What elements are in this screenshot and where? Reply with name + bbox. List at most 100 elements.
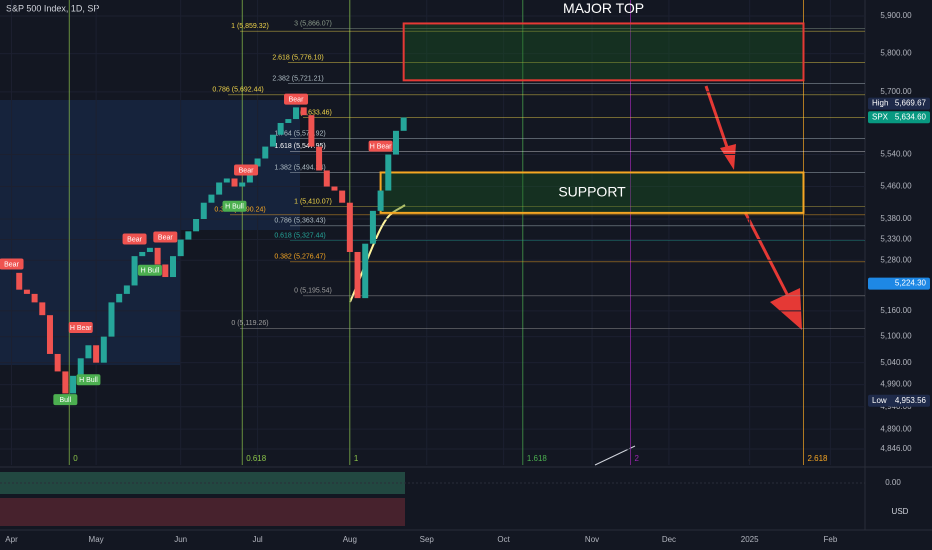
price-badge — [868, 97, 930, 110]
candle — [362, 243, 369, 299]
fib-label: 0.786 (5,363.43) — [274, 218, 325, 225]
candle — [177, 239, 184, 257]
time-fib-label: 1.618 — [527, 454, 548, 463]
candle — [131, 256, 138, 286]
signal-badge — [53, 394, 78, 406]
candle — [39, 302, 46, 316]
signal-label: Bear — [127, 236, 142, 243]
candle — [54, 353, 61, 372]
price-badge — [868, 394, 930, 407]
signal-badge — [368, 140, 393, 152]
y-tick-label: 5,160.00 — [880, 306, 912, 315]
fib-label: 3 (5,866.07) — [294, 21, 332, 28]
candle — [139, 251, 146, 257]
y-tick-label: 4,990.00 — [880, 380, 912, 389]
y-tick-label: 5,100.00 — [880, 332, 912, 341]
signal-label: Bear — [158, 234, 173, 241]
candle — [77, 358, 84, 376]
signal-badge — [222, 200, 247, 212]
price-badge — [868, 277, 930, 290]
fib-label: 1.764 (5,579.92) — [274, 131, 325, 138]
signal-label: H Bull — [225, 204, 244, 211]
time-fib-label: 2 — [634, 454, 639, 463]
signal-badge — [0, 258, 24, 270]
candle — [377, 190, 384, 211]
candle — [392, 130, 399, 155]
fib-label: 1.382 (5,494.34) — [274, 165, 325, 172]
candle — [316, 146, 323, 171]
signal-label: Bear — [239, 167, 254, 174]
candle — [162, 264, 169, 278]
candle — [16, 272, 23, 290]
x-tick-label: Aug — [343, 535, 357, 544]
x-tick-label: Jul — [252, 535, 262, 544]
x-tick-label: May — [89, 535, 104, 544]
candle — [323, 170, 330, 187]
y-tick-label: 5,700.00 — [880, 87, 912, 96]
time-fib-label: 0.618 — [246, 454, 267, 463]
histogram-band — [0, 498, 405, 526]
candle — [200, 202, 207, 220]
candle — [46, 315, 53, 354]
candle — [93, 345, 100, 363]
fib-label: 0.382 (5,276.47) — [274, 254, 325, 261]
zone-label: MAJOR TOP — [563, 0, 644, 16]
candle — [239, 182, 246, 187]
candle — [70, 375, 77, 394]
x-tick-label: Feb — [824, 535, 838, 544]
signal-badge — [76, 374, 101, 386]
candle — [231, 178, 238, 187]
candle — [123, 285, 130, 294]
y-tick-label: 5,330.00 — [880, 235, 912, 244]
x-tick-label: Apr — [5, 535, 18, 544]
signal-badge — [122, 233, 147, 245]
signal-badge — [137, 264, 162, 276]
candle — [154, 247, 161, 265]
fib-label: 1 (5,410.07) — [294, 199, 332, 206]
currency[interactable]: USD — [892, 507, 909, 516]
fib-label: 2.382 (5,721.21) — [272, 76, 323, 83]
price-badge-name: High — [872, 99, 888, 108]
x-tick-label: 2025 — [741, 535, 759, 544]
candle — [400, 117, 407, 131]
candle — [254, 158, 261, 167]
candle — [31, 293, 38, 303]
fib-label: 0 (5,119.26) — [231, 320, 268, 327]
candle — [100, 336, 107, 363]
fib-label: 0 (5,195.54) — [294, 288, 332, 295]
signal-badge — [234, 164, 259, 176]
arrow-head — [720, 144, 736, 170]
zone-box — [402, 22, 805, 82]
candle — [331, 186, 338, 191]
time-fib-label: 0 — [73, 454, 78, 463]
fib-label: 1.618 (5,547.95) — [274, 143, 325, 150]
candle — [23, 289, 30, 294]
candle — [354, 251, 361, 299]
fib-label: 0.786 (5,692.44) — [212, 87, 263, 94]
candle — [185, 231, 192, 240]
signal-label: Bear — [289, 96, 304, 103]
oscillator-band — [0, 472, 405, 494]
candle — [208, 194, 215, 203]
price-badge — [868, 111, 930, 124]
price-badge-name: Low — [872, 396, 887, 405]
candle — [216, 182, 223, 195]
fib-label: 1 (5,859.32) — [231, 23, 269, 30]
range-box — [0, 100, 180, 365]
candle — [285, 119, 292, 123]
signal-label: Bull — [60, 397, 72, 404]
y-tick-label: 5,540.00 — [880, 150, 912, 159]
y-tick-label: 5,800.00 — [880, 49, 912, 58]
y-tick-label: 4,890.00 — [880, 424, 912, 433]
price-badge-label: 5,669.67 — [895, 99, 927, 108]
candle — [62, 371, 69, 394]
candle — [339, 190, 346, 203]
y-tick-label: 5,900.00 — [880, 11, 912, 20]
price-badge-name: SPX — [872, 112, 889, 121]
x-tick-label: Nov — [585, 535, 599, 544]
oscillator-label: 0.00 — [885, 478, 901, 487]
signal-badge — [153, 231, 178, 243]
zone-label: SUPPORT — [558, 183, 626, 199]
signal-label: H Bull — [79, 377, 98, 384]
